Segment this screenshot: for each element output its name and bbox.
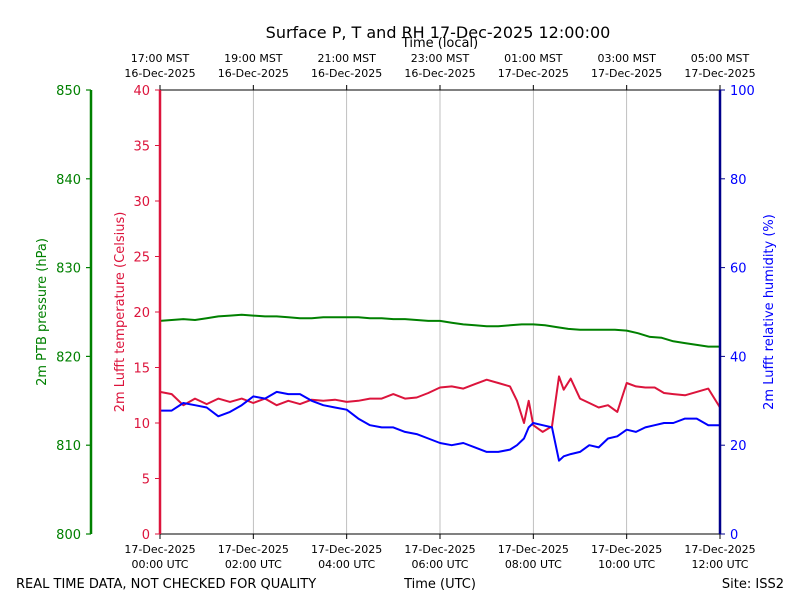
x-axis-label: Time (UTC)	[403, 577, 476, 592]
x-tick-label-date: 17-Dec-2025	[218, 543, 289, 556]
x-tick-label-date: 17-Dec-2025	[124, 543, 195, 556]
site-label: Site: ISS2	[722, 577, 784, 592]
temperature-tick-label: 0	[142, 528, 150, 543]
top-tick-label-date: 17-Dec-2025	[498, 67, 569, 80]
humidity-tick-label: 60	[730, 262, 747, 277]
top-tick-label-time: 19:00 MST	[224, 52, 283, 65]
humidity-tick-label: 20	[730, 439, 747, 454]
top-tick-label-date: 16-Dec-2025	[311, 67, 382, 80]
top-tick-label-time: 01:00 MST	[504, 52, 563, 65]
pressure-tick-label: 800	[56, 528, 81, 543]
top-tick-label-time: 17:00 MST	[131, 52, 190, 65]
temperature-tick-label: 15	[133, 362, 150, 377]
x-tick-label-date: 17-Dec-2025	[684, 543, 755, 556]
top-tick-label-time: 03:00 MST	[597, 52, 656, 65]
chart-title: Surface P, T and RH 17-Dec-2025 12:00:00	[266, 23, 611, 42]
x-tick-label-time: 10:00 UTC	[598, 558, 655, 571]
pressure-tick-label: 820	[56, 350, 81, 365]
top-tick-label-time: 23:00 MST	[411, 52, 470, 65]
humidity-tick-label: 0	[730, 528, 738, 543]
humidity-tick-label: 100	[730, 84, 755, 99]
humidity-tick-label: 80	[730, 173, 747, 188]
x-tick-label-time: 02:00 UTC	[225, 558, 282, 571]
x-tick-label-date: 17-Dec-2025	[591, 543, 662, 556]
pressure-tick-label: 850	[56, 84, 81, 99]
temperature-tick-label: 5	[142, 473, 150, 488]
top-tick-label-date: 16-Dec-2025	[404, 67, 475, 80]
temperature-tick-label: 40	[133, 84, 150, 99]
pressure-tick-label: 810	[56, 439, 81, 454]
top-tick-label-date: 17-Dec-2025	[591, 67, 662, 80]
top-tick-label-date: 16-Dec-2025	[218, 67, 289, 80]
temperature-tick-label: 10	[133, 417, 150, 432]
pressure-axis-label: 2m PTB pressure (hPa)	[35, 238, 50, 386]
series-lines	[159, 313, 721, 462]
x-tick-label-date: 17-Dec-2025	[404, 543, 475, 556]
plot-frame	[89, 89, 722, 535]
humidity-tick-label: 40	[730, 350, 747, 365]
pressure-line	[159, 313, 720, 348]
temperature-tick-label: 25	[133, 251, 150, 266]
gridlines	[252, 90, 628, 534]
pressure-tick-label: 840	[56, 173, 81, 188]
x-tick-label-date: 17-Dec-2025	[498, 543, 569, 556]
pressure-tick-label: 830	[56, 262, 81, 277]
x-tick-label-date: 17-Dec-2025	[311, 543, 382, 556]
humidity-axis-label: 2m Lufft relative humidity (%)	[762, 214, 777, 410]
humidity-line	[160, 390, 720, 462]
top-tick-label-time: 21:00 MST	[317, 52, 376, 65]
top-tick-label-time: 05:00 MST	[691, 52, 750, 65]
x-tick-label-time: 08:00 UTC	[505, 558, 562, 571]
temperature-tick-label: 35	[133, 140, 150, 155]
quality-note: REAL TIME DATA, NOT CHECKED FOR QUALITY	[16, 577, 316, 592]
top-tick-label-date: 17-Dec-2025	[684, 67, 755, 80]
temperature-tick-label: 20	[133, 306, 150, 321]
temperature-tick-label: 30	[133, 195, 150, 210]
x-tick-label-time: 00:00 UTC	[131, 558, 188, 571]
top-axis-label: Time (local)	[401, 36, 478, 51]
x-tick-label-time: 04:00 UTC	[318, 558, 375, 571]
x-tick-label-time: 12:00 UTC	[691, 558, 748, 571]
ticks: 17-Dec-2025 00:00 UTC 17-Dec-2025 02:00 UTC…	[56, 52, 755, 571]
x-tick-label-time: 06:00 UTC	[411, 558, 468, 571]
top-tick-label-date: 16-Dec-2025	[124, 67, 195, 80]
temperature-axis-label: 2m Lufft temperature (Celsius)	[113, 212, 128, 413]
